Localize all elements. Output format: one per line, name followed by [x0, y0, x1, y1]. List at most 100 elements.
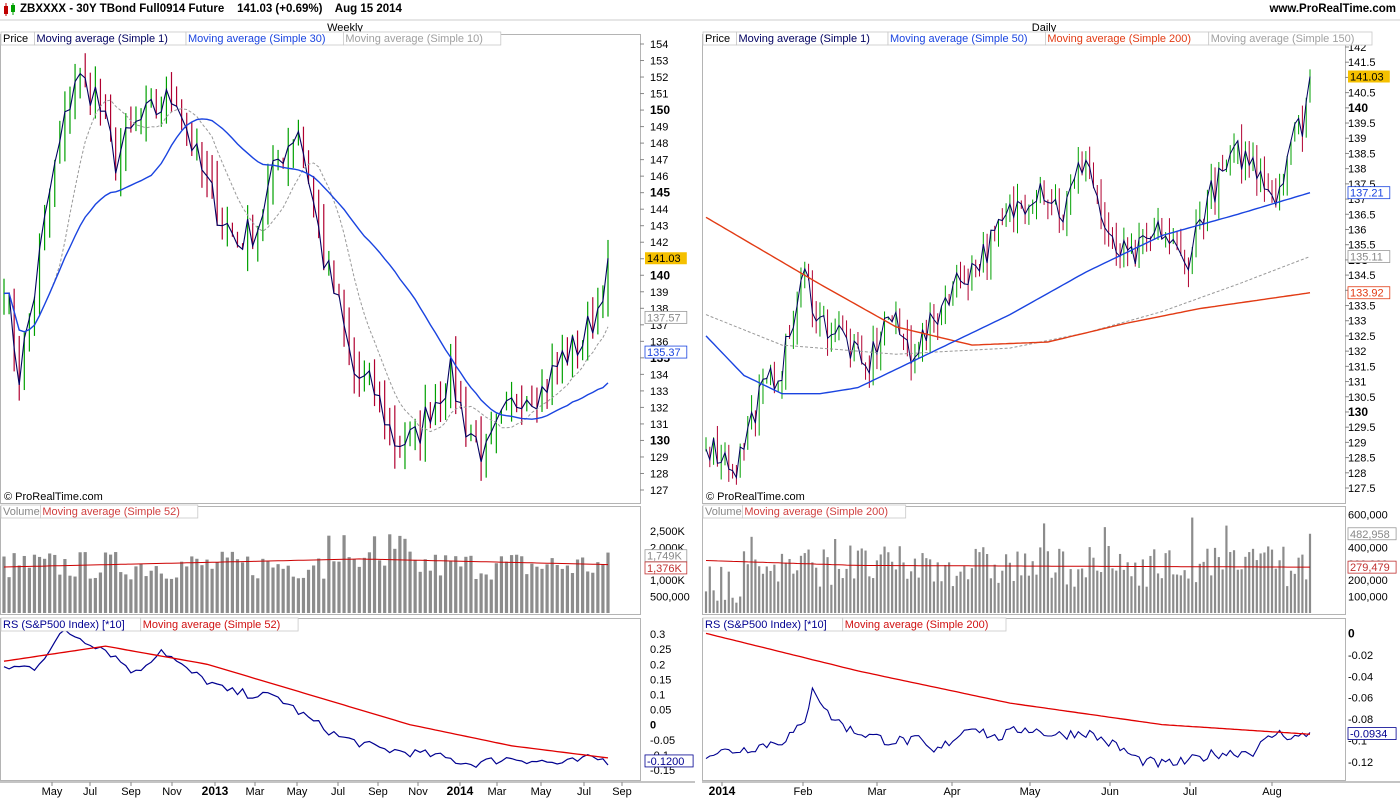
- weekly-volume-bar: [63, 559, 67, 613]
- daily-volume-bar: [1282, 546, 1285, 613]
- weekly-price-tick-15: 139: [650, 287, 668, 299]
- daily-price-tick-21: 131.5: [1348, 361, 1376, 373]
- weekly-volume-bar: [235, 559, 240, 613]
- daily-ma50-line: [705, 192, 1311, 395]
- daily-price-tick-18: 133: [1348, 316, 1366, 328]
- daily-price-tick-26: 129: [1348, 437, 1366, 449]
- daily-volume-bar: [708, 566, 711, 613]
- daily-volume-bar: [1160, 578, 1163, 613]
- daily-volume-bar: [742, 551, 746, 613]
- weekly-price-tick-7: 147: [650, 155, 668, 167]
- weekly-volume-bar: [596, 562, 600, 613]
- daily-volume-bar: [834, 539, 837, 613]
- weekly-price-tick-1: 153: [650, 56, 668, 68]
- weekly-volume-last-badge-bg: [644, 561, 688, 575]
- daily-volume-bar: [1046, 551, 1049, 613]
- weekly-volume-bar: [281, 568, 285, 613]
- daily-price-tick-17: 133.5: [1348, 301, 1376, 313]
- daily-volume-bar: [1301, 554, 1304, 613]
- weekly-volume-bar: [68, 575, 72, 613]
- daily-volume-bar: [951, 586, 955, 613]
- daily-price-tick-7: 138.5: [1348, 148, 1376, 160]
- weekly-price-tick-3: 151: [650, 89, 668, 101]
- weekly-pane-1: [0, 506, 641, 615]
- daily-volume-bar: [803, 553, 806, 613]
- weekly-rs-ma-line: [3, 645, 609, 759]
- weekly-last-badge-bg: [645, 252, 687, 265]
- daily-volume-bar: [1077, 569, 1080, 613]
- weekly-volume-bar: [520, 556, 524, 613]
- weekly-volume-bar: [454, 556, 458, 613]
- daily-rs-badge: -0.0934: [1350, 729, 1387, 741]
- daily-volume-bar: [1179, 575, 1182, 613]
- daily-volume-bar: [1255, 560, 1258, 613]
- weekly-volume-bar: [7, 577, 11, 613]
- daily-pane-0: [702, 34, 1346, 504]
- weekly-volume-bar: [185, 566, 189, 613]
- daily-volume-bar: [849, 545, 852, 613]
- daily-volume-bar: [1145, 586, 1148, 613]
- weekly-volume-bar: [504, 561, 509, 613]
- weekly-volume-bar: [27, 567, 31, 613]
- daily-volume-bar: [917, 577, 920, 613]
- weekly-rs-tick-2: 0.2: [650, 659, 665, 671]
- weekly-volume-bar: [443, 555, 448, 613]
- weekly-volume-bar: [357, 566, 361, 613]
- daily-volume-bar: [818, 586, 822, 613]
- daily-price-legend-item-2: Moving average (Simple 50): [890, 33, 1028, 45]
- daily-volume-bar: [1058, 548, 1061, 613]
- weekly-volume-bar: [469, 555, 473, 613]
- weekly-volume-bar: [139, 563, 143, 613]
- daily-volume-bar: [875, 560, 879, 613]
- daily-volume-bar: [1278, 560, 1281, 613]
- weekly-volume-bar: [134, 566, 138, 613]
- daily-price-tick-5: 139.5: [1348, 118, 1376, 130]
- weekly-volume-bar: [428, 570, 432, 613]
- weekly-volume-bar: [438, 575, 443, 613]
- weekly-volume-bar: [317, 558, 321, 613]
- daily-volume-bar: [716, 600, 719, 613]
- weekly-volume-bar: [88, 578, 92, 613]
- weekly-ma1-line: [3, 72, 609, 463]
- daily-price-legend-item-4: Moving average (Simple 150): [1211, 33, 1355, 45]
- weekly-volume-bar: [37, 556, 42, 613]
- daily-volume-bar: [1289, 570, 1293, 613]
- daily-volume-bar: [993, 564, 996, 613]
- weekly-volume-bar: [459, 566, 463, 613]
- weekly-price-tick-0: 154: [650, 39, 668, 51]
- daily-ma50-badge: 137.21: [1350, 188, 1384, 200]
- daily-volume-bar: [959, 571, 962, 613]
- daily-rs-ma-line: [705, 632, 1311, 735]
- daily-price-tick-3: 140.5: [1348, 88, 1376, 100]
- weekly-x-label-11: Mar: [488, 786, 507, 798]
- daily-volume-bar: [1274, 568, 1277, 613]
- daily-volume-bar: [860, 548, 863, 613]
- weekly-volume-bar: [408, 551, 412, 613]
- daily-volume-ma-badge: 279,479: [1350, 562, 1390, 574]
- daily-price-legend-item-1: Moving average (Simple 1): [739, 33, 870, 45]
- daily-volume-bar: [921, 553, 924, 613]
- weekly-price-tick-27: 127: [650, 485, 668, 497]
- daily-ma150-badge-bg: [1347, 250, 1391, 263]
- daily-volume-bar: [902, 562, 905, 613]
- weekly-volume-bar: [98, 572, 103, 613]
- weekly-volume-bar: [479, 573, 483, 613]
- daily-rs-badge-bg: [1347, 727, 1397, 740]
- daily-rs-legend-item-0: RS (S&P500 Index) [*10]: [705, 619, 827, 631]
- weekly-x-label-12: May: [531, 786, 552, 798]
- weekly-volume-bar: [291, 576, 295, 613]
- weekly-volume-bar: [367, 552, 372, 613]
- weekly-volume-bar: [423, 559, 427, 613]
- daily-volume-bar: [1042, 523, 1046, 613]
- daily-rs-tick-6: -0.12: [1348, 757, 1373, 769]
- daily-volume-bar: [841, 578, 844, 613]
- weekly-rs-tick-6: 0: [650, 720, 656, 732]
- daily-volume-bar: [788, 558, 791, 613]
- site-link[interactable]: www.ProRealTime.com: [1269, 3, 1396, 15]
- weekly-rs-legend-item-0: RS (S&P500 Index) [*10]: [3, 619, 125, 631]
- daily-volume-bar: [944, 564, 947, 613]
- weekly-volume-bar: [509, 555, 514, 613]
- weekly-rs-tick-9: -0.15: [650, 765, 675, 777]
- daily-volume-bar: [1103, 527, 1106, 613]
